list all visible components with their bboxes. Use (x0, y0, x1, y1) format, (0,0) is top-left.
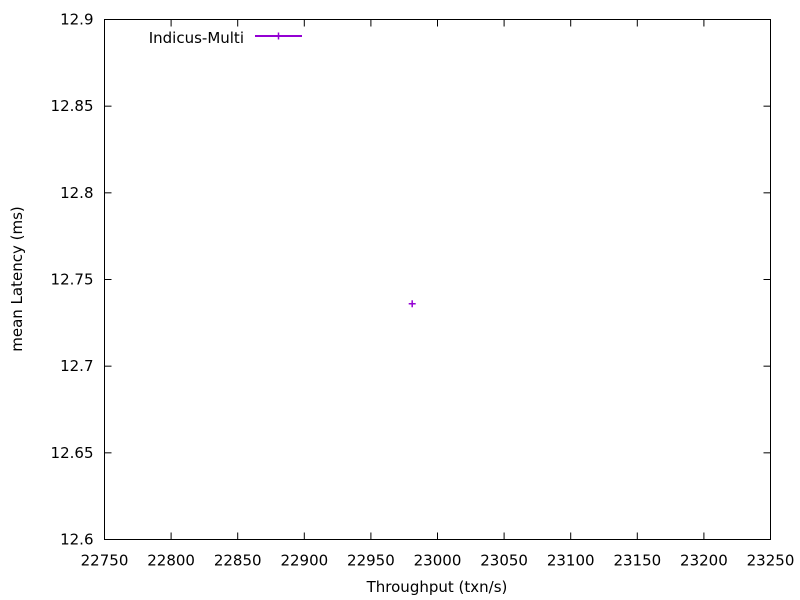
x-tick-label: 23050 (480, 552, 528, 570)
y-tick-label: 12.8 (60, 184, 93, 202)
x-tick-label: 23100 (547, 552, 595, 570)
ticks (104, 19, 771, 540)
y-axis-title: mean Latency (ms) (8, 206, 26, 352)
x-tick-label: 22900 (280, 552, 328, 570)
x-tick-label: 22950 (347, 552, 395, 570)
x-axis-title: Throughput (txn/s) (366, 578, 508, 596)
x-tick-label: 23150 (613, 552, 661, 570)
y-tick-label: 12.7 (60, 357, 93, 375)
x-tick-label: 23000 (414, 552, 462, 570)
tick-labels: 22750 22800 22850 22900 22950 23000 23050 23100… (51, 11, 795, 570)
y-tick-label: 12.6 (60, 531, 93, 549)
y-tick-label: 12.9 (60, 11, 93, 29)
legend-marker (275, 32, 282, 40)
x-tick-label: 23250 (747, 552, 795, 570)
x-tick-label: 22850 (214, 552, 262, 570)
legend: Indicus-Multi (149, 29, 302, 47)
x-tick-label: 22800 (147, 552, 195, 570)
legend-label: Indicus-Multi (149, 29, 244, 47)
y-tick-label: 12.85 (51, 97, 94, 115)
series-layer (408, 300, 416, 308)
y-tick-label: 12.65 (51, 444, 94, 462)
y-tick-label: 12.75 (51, 271, 94, 289)
x-tick-label: 23200 (680, 552, 728, 570)
plot-border (104, 19, 771, 540)
x-tick-label: 22750 (81, 552, 129, 570)
